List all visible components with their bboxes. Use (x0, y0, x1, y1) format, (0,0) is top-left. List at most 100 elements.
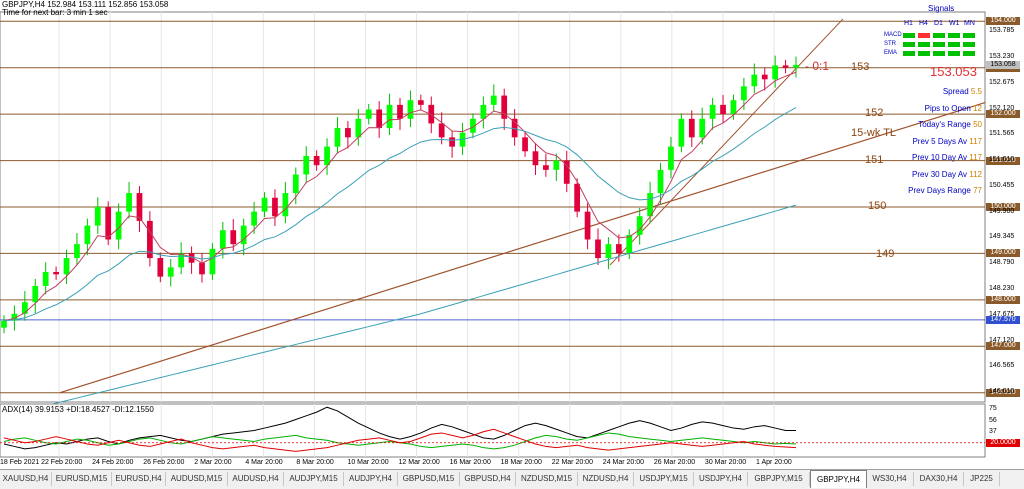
chart-tab[interactable]: WS30,H4 (866, 472, 914, 486)
candle-bull (63, 258, 70, 275)
candle-bull (167, 267, 174, 277)
stat-value: 12 (973, 103, 982, 113)
candle-bear (688, 118, 695, 138)
y-tick-label: 149.900 (989, 207, 1015, 215)
signal-cell (903, 42, 915, 47)
signal-cell (948, 51, 960, 56)
signal-cell (948, 42, 960, 47)
candle-bull (11, 313, 18, 321)
y-tick-label: 148.230 (989, 285, 1015, 293)
y-tick-label: 150.455 (989, 181, 1015, 189)
candle-bull (355, 118, 362, 138)
candle-bull (334, 128, 341, 147)
candle-bear (376, 109, 383, 129)
candle-bear (720, 104, 726, 115)
signal-timeframe: H1 (904, 20, 913, 27)
stat-row: Prev 10 Day Av 117 (912, 153, 982, 162)
x-tick-label: 1 Apr 20:00 (756, 459, 792, 466)
symbol-header: GBPJPY,H4 152.984 153.111 152.856 153.05… (2, 0, 169, 9)
signal-row-label: EMA (884, 50, 898, 56)
candle-bull (793, 64, 799, 68)
candle-bull (219, 230, 226, 249)
stat-row: Prev 5 Days Av 117 (912, 137, 982, 146)
x-tick-label: 30 Mar 20:00 (704, 459, 747, 466)
stat-row: Prev 30 Day Av 112 (912, 170, 982, 179)
chart-tab[interactable]: GBPJPY,M15 (748, 472, 810, 486)
adx-tick-label: 75 (989, 405, 997, 413)
candle-bear (136, 193, 143, 221)
stat-row: Prev Days Range 77 (908, 186, 982, 195)
x-tick-label: 4 Mar 20:00 (245, 459, 283, 466)
stat-label: Prev Days Range (908, 186, 974, 195)
y-tick-label: 147.675 (989, 310, 1015, 318)
ema-long-line (3, 204, 797, 417)
candle-bear (584, 211, 591, 240)
chart-tab[interactable]: AUDJPY,M15 (284, 472, 344, 486)
level-price-tag: 147.000 (986, 342, 1020, 351)
candle-bear (511, 118, 518, 138)
stat-value: 117 (969, 136, 982, 146)
candle-bear (438, 123, 445, 138)
trendline-label: 15-wk TL (851, 127, 897, 139)
candle-bull (240, 225, 247, 245)
signal-row-label: STR (884, 41, 896, 47)
signals-title: Signals (928, 4, 955, 13)
candle-bull (209, 248, 216, 275)
candle-bear (147, 220, 153, 259)
candle-bear (761, 74, 768, 80)
candle-bear (563, 160, 570, 184)
chart-tab[interactable]: NZDUSD,M15 (516, 472, 578, 486)
candle-bull (678, 118, 685, 147)
level-price-tag: 146.000 (986, 388, 1020, 397)
adx-tick-label: 20.0000 (986, 438, 1020, 447)
x-tick-label: 16 Mar 20:00 (449, 459, 491, 466)
level-price-tag: 151.000 (986, 156, 1020, 165)
bar-timer: Time for next bar: 3 min 1 sec (2, 8, 108, 17)
chart-tab[interactable]: NZDUSD,H4 (578, 472, 634, 486)
candle-bear (595, 239, 601, 259)
candle-bull (292, 174, 299, 194)
candle-bull (407, 100, 414, 119)
x-tick-label: 26 Feb 20:00 (143, 459, 185, 466)
y-tick-label: 153.230 (989, 53, 1015, 61)
signal-row-label: MACD (884, 32, 902, 38)
chart-tab[interactable]: GBPJPY,H4 (810, 470, 867, 488)
level-price-tag: 149.000 (986, 249, 1020, 258)
trendline-15wk (59, 101, 986, 394)
candle-bull (386, 104, 393, 129)
chart-tab[interactable]: DAX30,H4 (914, 472, 964, 486)
candle-bear (543, 165, 549, 170)
candle-bull (42, 272, 49, 286)
current-price-tag: 153.058 (986, 61, 1020, 70)
adx-title: ADX(14) 39.9153 +DI:18.4527 -DI:12.1550 (2, 405, 154, 414)
signal-timeframe: D1 (934, 20, 943, 27)
chart-tab[interactable]: USDJPY,H4 (694, 472, 748, 486)
chart-tab[interactable]: XAUUSD,H4 (0, 472, 52, 486)
y-tick-label: 149.345 (989, 233, 1015, 241)
x-tick-label: 22 Feb 20:00 (41, 459, 83, 466)
chart-tab[interactable]: GBPUSD,M15 (398, 472, 460, 486)
candle-bull (657, 169, 664, 194)
chart-tab[interactable]: AUDJPY,H4 (344, 472, 398, 486)
candle-bull (261, 197, 268, 212)
chart-tab[interactable]: EURUSD,H4 (112, 472, 166, 486)
candle-bull (699, 118, 706, 138)
signal-timeframe: H4 (919, 20, 928, 27)
candle-bull (553, 160, 560, 170)
candle-bull (282, 193, 289, 217)
candle-bear (199, 262, 205, 275)
chart-tab[interactable]: AUDUSD,H4 (228, 472, 284, 486)
chart-tab[interactable]: GBPUSD,H4 (460, 472, 516, 486)
chart-tab[interactable]: AUDUSD,M15 (166, 472, 228, 486)
chart-tab[interactable]: USDJPY,M15 (634, 472, 694, 486)
x-tick-label: 2 Mar 20:00 (194, 459, 232, 466)
adx-line (3, 406, 796, 450)
stat-value: 50 (973, 120, 982, 129)
chart-tab[interactable]: JP225 (964, 472, 1000, 486)
level-label-153: 153 (851, 61, 870, 73)
y-tick-label: 146.010 (989, 388, 1015, 396)
x-tick-label: 8 Mar 20:00 (296, 459, 334, 466)
signal-cell (903, 51, 915, 56)
chart-tab[interactable]: EURUSD,M15 (52, 472, 112, 486)
level-price-tag: 154.000 (986, 17, 1020, 26)
